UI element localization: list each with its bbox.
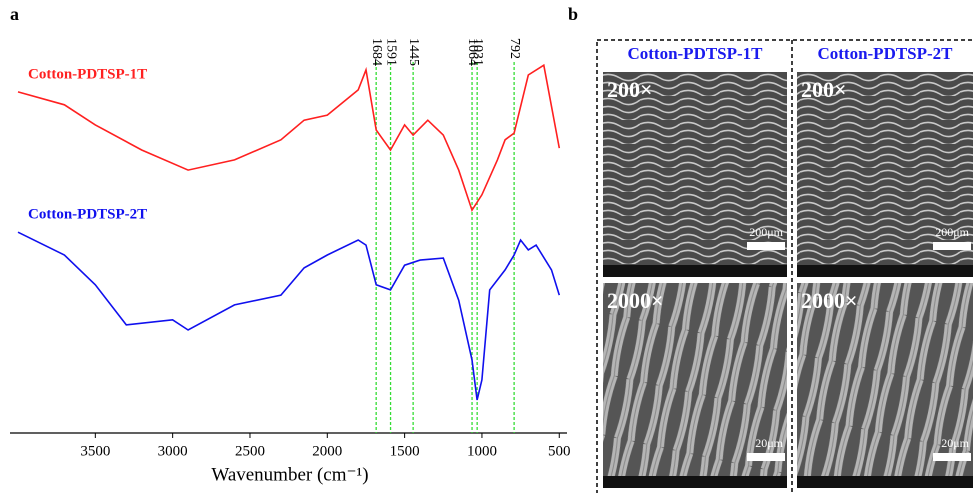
- spectrum-line: [17, 231, 561, 401]
- x-axis-label: Wavenumber (cm⁻¹): [211, 464, 368, 485]
- magnification: 200×: [801, 77, 847, 102]
- sem-info-bar: [797, 265, 973, 277]
- sem-panel: [596, 39, 973, 493]
- spectrum-line: [17, 63, 561, 213]
- peak-label: 1064: [465, 38, 480, 66]
- x-tick-label: 2500: [235, 443, 265, 459]
- peak-label: 1591: [383, 38, 398, 66]
- sem-column-title: Cotton-PDTSP-1T: [627, 44, 763, 63]
- x-tick-label: 1500: [390, 443, 420, 459]
- sem-info-bar: [603, 265, 787, 277]
- scale-bar-label: 20μm: [941, 436, 969, 450]
- x-tick-label: 3000: [158, 443, 188, 459]
- peak-label: 792: [507, 38, 522, 59]
- magnification: 2000×: [801, 288, 858, 313]
- sem-column-title: Cotton-PDTSP-2T: [817, 44, 953, 63]
- series-label: Cotton-PDTSP-1T: [28, 66, 147, 82]
- sem-info-bar: [797, 476, 973, 488]
- sem-border: [596, 39, 973, 493]
- series-label: Cotton-PDTSP-2T: [28, 207, 147, 223]
- scale-bar: [933, 453, 971, 461]
- scale-bar-label: 200μm: [749, 225, 783, 239]
- scale-bar: [747, 453, 785, 461]
- x-tick-label: 3500: [80, 443, 110, 459]
- magnification: 200×: [607, 77, 653, 102]
- peak-label: 1031: [470, 38, 485, 66]
- scale-bar-label: 200μm: [935, 225, 969, 239]
- panel-label: a: [10, 4, 19, 24]
- x-tick-label: 500: [548, 443, 571, 459]
- x-tick-label: 2000: [312, 443, 342, 459]
- sem-info-bar: [603, 476, 787, 488]
- panel-label: b: [568, 4, 578, 24]
- x-tick-label: 1000: [467, 443, 497, 459]
- scale-bar-label: 20μm: [755, 436, 783, 450]
- peak-label: 1445: [406, 38, 421, 66]
- peak-label: 1684: [369, 38, 384, 66]
- scale-bar: [933, 242, 971, 250]
- magnification: 2000×: [607, 288, 664, 313]
- scale-bar: [747, 242, 785, 250]
